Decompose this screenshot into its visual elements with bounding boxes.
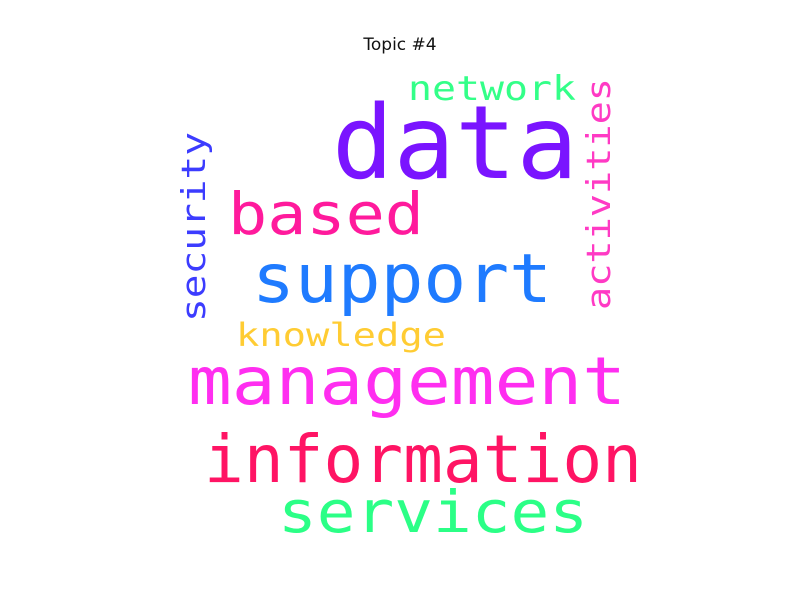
word-data: data bbox=[332, 84, 578, 203]
word-network: network bbox=[408, 69, 576, 109]
word-security: security bbox=[174, 132, 213, 322]
word-management: management bbox=[188, 343, 626, 420]
word-services: services bbox=[278, 478, 588, 546]
word-knowledge: knowledge bbox=[236, 316, 446, 354]
word-based: based bbox=[228, 180, 424, 248]
word-information: information bbox=[204, 421, 642, 498]
word-support: support bbox=[252, 240, 552, 319]
word-activities: activities bbox=[579, 78, 618, 310]
chart-title: Topic #4 bbox=[363, 35, 437, 55]
